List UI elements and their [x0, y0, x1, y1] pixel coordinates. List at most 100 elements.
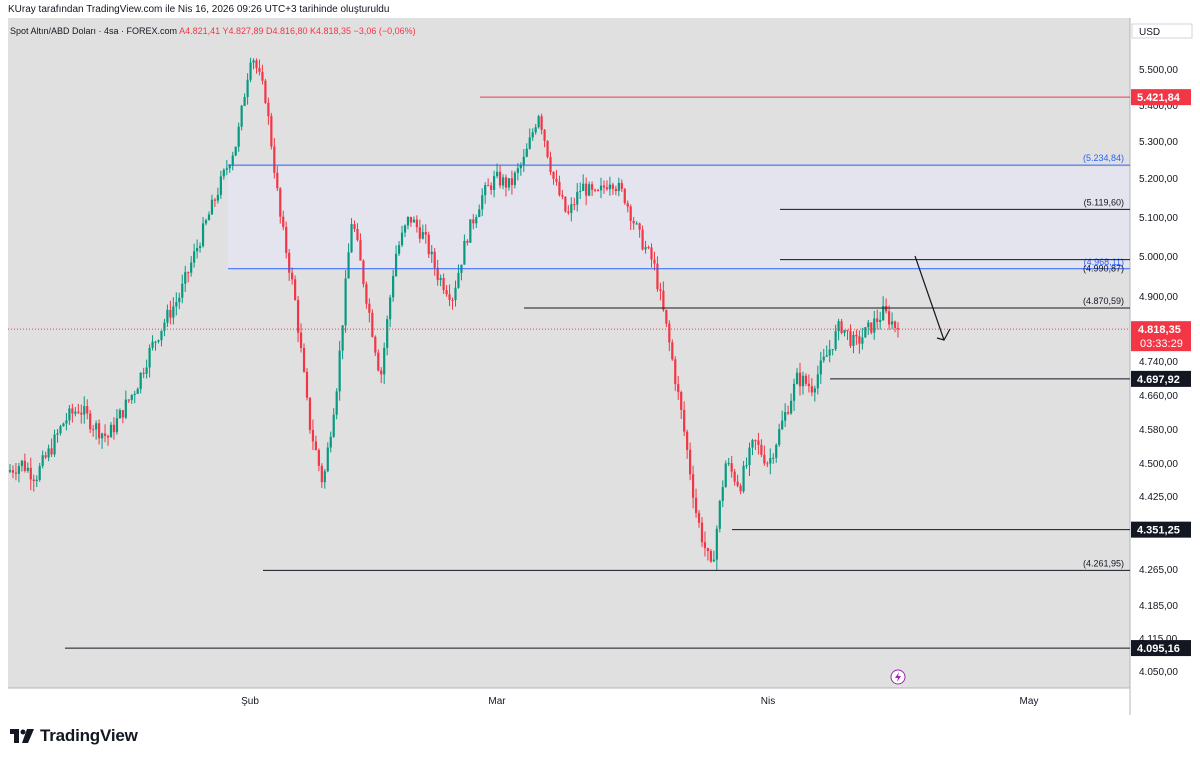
- candle-body: [745, 465, 748, 467]
- candle-body: [291, 272, 294, 280]
- chart-legend: Spot Altın/ABD Doları · 4sa · FOREX.com …: [10, 26, 416, 36]
- candle-body: [92, 429, 95, 431]
- candle-body: [225, 168, 228, 170]
- candle-body: [754, 440, 757, 442]
- candle-body: [394, 253, 398, 276]
- projection-arrow: [914, 255, 945, 341]
- candle-body: [822, 356, 825, 361]
- candle-body: [97, 423, 101, 439]
- candle-body: [703, 542, 707, 549]
- level-label: (5.234,84): [1083, 153, 1124, 163]
- candle-body: [700, 522, 704, 543]
- candle-body: [341, 325, 344, 351]
- x-tick-label: Mar: [488, 696, 506, 707]
- candle-body: [528, 137, 531, 149]
- candle-body: [492, 176, 496, 190]
- candle-body: [403, 225, 407, 233]
- price-axis: [1130, 18, 1200, 715]
- candle-body: [896, 327, 900, 330]
- candle-body: [35, 479, 38, 482]
- candle-body: [270, 116, 273, 147]
- candle-body: [662, 290, 665, 310]
- candle-body: [412, 219, 416, 223]
- candle-body: [285, 226, 288, 253]
- candle-body: [537, 116, 540, 128]
- candle-body: [582, 183, 585, 191]
- candle-body: [308, 397, 312, 430]
- candle-body: [454, 287, 457, 301]
- candle-body: [879, 320, 882, 322]
- candle-body: [11, 470, 15, 473]
- level-badge: [1131, 370, 1191, 387]
- candle-body: [831, 349, 834, 351]
- candle-body: [614, 188, 617, 192]
- candle-body: [504, 177, 508, 188]
- y-tick-label: 5.200,00: [1139, 174, 1178, 185]
- last-price-value: 4.818,35: [1138, 324, 1181, 336]
- candle-body: [466, 240, 469, 243]
- candle-body: [730, 463, 733, 472]
- candle-body: [311, 429, 315, 442]
- candle-body: [564, 196, 567, 212]
- candle-body: [828, 349, 831, 356]
- candle-body: [573, 204, 576, 206]
- candle-body: [810, 386, 813, 393]
- candle-body: [294, 279, 297, 300]
- candle-body: [677, 384, 680, 393]
- candle-body: [558, 181, 561, 196]
- candle-body: [487, 185, 490, 187]
- candle-body: [867, 322, 870, 328]
- candle-body: [596, 190, 600, 192]
- candle-body: [392, 275, 395, 298]
- candle-body: [849, 331, 852, 346]
- candle-body: [739, 485, 742, 492]
- candle-body: [118, 410, 121, 419]
- candle-body: [855, 334, 858, 337]
- fib-zone: [228, 167, 1130, 270]
- candle-body: [145, 367, 148, 374]
- candle-body: [513, 172, 516, 186]
- candle-body: [175, 302, 178, 307]
- candle-body: [347, 252, 350, 279]
- candle-body: [204, 220, 208, 224]
- candle-body: [647, 247, 650, 249]
- candle-body: [784, 412, 787, 421]
- candle-body: [531, 132, 534, 138]
- y-tick-label: 4.425,00: [1139, 492, 1178, 503]
- candle-body: [53, 434, 56, 455]
- candle-body: [638, 223, 641, 230]
- candle-body: [644, 247, 647, 250]
- candle-body: [727, 463, 730, 465]
- candle-body: [23, 460, 26, 471]
- candle-body: [623, 189, 626, 204]
- candle-body: [742, 465, 745, 492]
- candle-body: [591, 184, 594, 190]
- candle-body: [519, 164, 522, 169]
- candle-body: [240, 105, 243, 127]
- candle-body: [421, 232, 424, 239]
- candle-body: [760, 444, 763, 455]
- candle-body: [273, 146, 276, 173]
- candle-body: [178, 297, 181, 303]
- candle-body: [843, 329, 846, 333]
- candle-body: [825, 355, 828, 357]
- candle-body: [864, 327, 867, 338]
- candle-body: [861, 337, 864, 344]
- price-chart[interactable]: USD 5.500,00 5.400,00 5.300,00 5.200,00 5.10…: [0, 18, 1200, 715]
- candle-body: [694, 497, 698, 513]
- y-tick-label: 4.900,00: [1139, 292, 1178, 303]
- candle-body: [697, 512, 701, 523]
- tradingview-logo[interactable]: TradingView: [10, 726, 138, 746]
- y-tick-label: 5.100,00: [1139, 213, 1178, 224]
- level-label: (4.968,11): [1084, 257, 1124, 267]
- candle-body: [26, 467, 29, 471]
- candle-body: [689, 449, 692, 475]
- chart-area[interactable]: USD 5.500,00 5.400,00 5.300,00 5.200,00 5.10…: [0, 18, 1200, 715]
- candle-body: [317, 450, 320, 466]
- candle-body: [255, 60, 258, 68]
- candle-body: [56, 433, 59, 435]
- candle-body: [103, 433, 107, 436]
- candle-body: [490, 185, 493, 190]
- candle-body: [368, 303, 371, 313]
- candle-body: [326, 447, 329, 472]
